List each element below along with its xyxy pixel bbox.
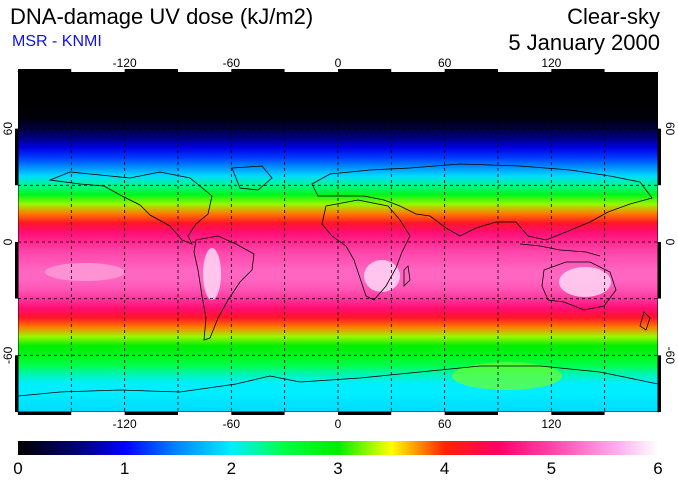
frame-tick-top xyxy=(444,69,498,72)
frame-tick-bottom xyxy=(284,412,338,415)
longitude-label: 0 xyxy=(335,417,342,431)
frame-tick-top xyxy=(231,69,285,72)
longitude-label: 60 xyxy=(438,56,452,70)
frame-tick-right xyxy=(658,128,661,186)
date-label: 5 January 2000 xyxy=(508,30,660,55)
map-area[interactable] xyxy=(18,72,658,412)
frame-tick-bottom xyxy=(498,412,552,415)
colorbar-tick-label: 2 xyxy=(227,459,236,478)
frame-tick-left xyxy=(15,298,18,356)
frame-tick-bottom xyxy=(604,412,658,415)
frame-tick-bottom xyxy=(551,412,605,415)
south-america-outline xyxy=(193,235,255,341)
frame-tick-bottom xyxy=(231,412,285,415)
latitude-label: -60 xyxy=(663,347,677,365)
longitude-label: -60 xyxy=(223,56,241,70)
frame-tick-top xyxy=(18,69,72,72)
colorbar-tick-label: 1 xyxy=(120,459,129,478)
frame-tick-top xyxy=(551,69,605,72)
frame-tick-bottom xyxy=(178,412,232,415)
longitude-label: -60 xyxy=(223,417,241,431)
frame-tick-marks xyxy=(15,69,661,415)
colorbar-tick-label: 6 xyxy=(653,459,662,478)
frame-tick-top xyxy=(498,69,552,72)
longitude-label: 120 xyxy=(541,56,561,70)
frame-tick-left xyxy=(15,185,18,242)
latitude-label: 0 xyxy=(663,239,677,246)
latitude-labels-right: 60 0 -60 xyxy=(663,122,677,364)
australia-hotspot xyxy=(559,267,611,297)
frame-tick-top xyxy=(71,69,125,72)
pacific-hotspot xyxy=(45,263,125,281)
frame-tick-bottom xyxy=(124,412,178,415)
antarctic-green-region xyxy=(452,362,562,390)
frame-tick-right xyxy=(658,355,661,412)
latitude-label: -60 xyxy=(1,346,15,364)
frame-tick-right xyxy=(658,72,661,129)
frame-tick-top xyxy=(391,69,445,72)
latitude-label: 0 xyxy=(1,238,15,245)
frame-tick-top xyxy=(284,69,338,72)
colorbar-ticks: 0 1 2 3 4 5 6 xyxy=(13,459,662,478)
eurasia-outline xyxy=(311,163,653,241)
colorbar-tick-label: 0 xyxy=(13,459,22,478)
colorbar xyxy=(18,441,658,455)
frame-tick-bottom xyxy=(338,412,392,415)
indonesia-outline xyxy=(519,243,601,257)
longitude-label: 60 xyxy=(438,417,452,431)
longitude-label: -120 xyxy=(113,417,137,431)
colorbar-tick-label: 4 xyxy=(440,459,449,478)
andes-hotspot xyxy=(203,248,221,300)
madagascar-outline xyxy=(403,265,411,287)
frame-tick-bottom xyxy=(18,412,72,415)
frame-tick-bottom xyxy=(71,412,125,415)
africa-outline xyxy=(321,199,411,301)
latitude-label: 60 xyxy=(663,122,677,136)
north-america-outline xyxy=(48,171,213,245)
coastlines xyxy=(18,163,658,397)
sky-condition-label: Clear-sky xyxy=(567,4,660,29)
frame-tick-bottom xyxy=(444,412,498,415)
frame-tick-top xyxy=(338,69,392,72)
australia-outline xyxy=(541,261,617,311)
frame-tick-right xyxy=(658,242,661,299)
longitude-label: 0 xyxy=(335,56,342,70)
frame-tick-left xyxy=(15,128,18,186)
colorbar-tick-label: 3 xyxy=(333,459,342,478)
frame-tick-top xyxy=(178,69,232,72)
source-label: MSR - KNMI xyxy=(12,33,102,50)
new-zealand-outline xyxy=(639,311,651,331)
latitude-labels-left: 60 0 -60 xyxy=(1,122,15,364)
frame-tick-right xyxy=(658,298,661,356)
longitude-labels-bottom: -120 -60 0 60 120 xyxy=(113,417,562,431)
frame-tick-left xyxy=(15,72,18,129)
frame-tick-bottom xyxy=(391,412,445,415)
antarctica-outline xyxy=(18,365,658,397)
longitude-labels-top: -120 -60 0 60 120 xyxy=(113,56,562,70)
longitude-label: -120 xyxy=(113,56,137,70)
latitude-label: 60 xyxy=(1,122,15,136)
southern-africa-hotspot xyxy=(364,260,400,292)
graticule xyxy=(18,72,658,412)
frame-tick-right xyxy=(658,185,661,242)
frame-tick-left xyxy=(15,355,18,412)
longitude-label: 120 xyxy=(541,417,561,431)
greenland-outline xyxy=(231,165,273,191)
frame-tick-left xyxy=(15,242,18,299)
colorbar-tick-label: 5 xyxy=(547,459,556,478)
frame-tick-top xyxy=(124,69,178,72)
chart-title: DNA-damage UV dose (kJ/m2) xyxy=(10,4,314,29)
frame-tick-top xyxy=(604,69,658,72)
